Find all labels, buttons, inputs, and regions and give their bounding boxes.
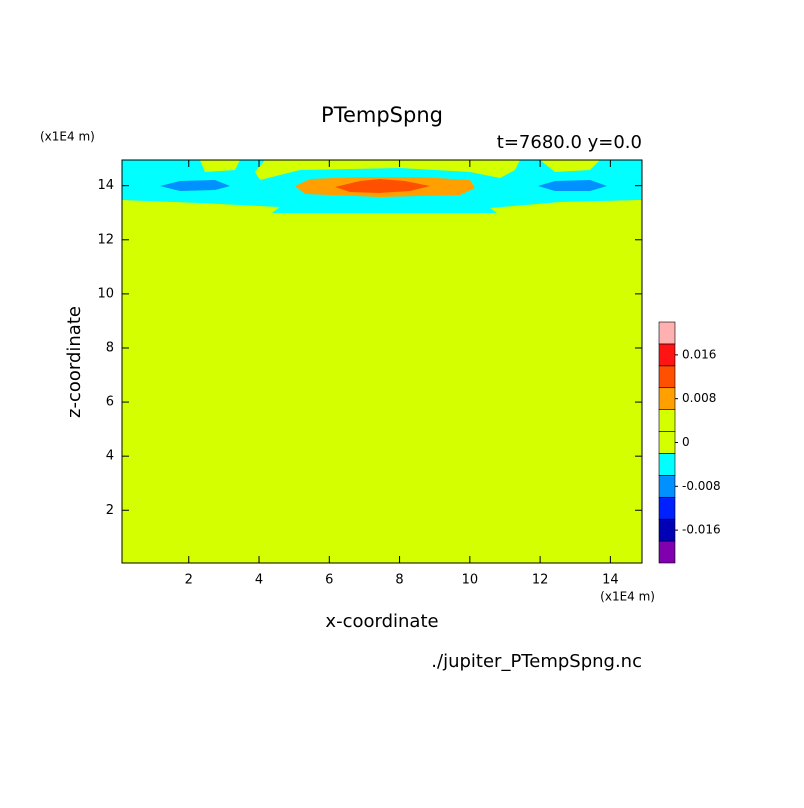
contour-background xyxy=(122,160,642,563)
y-tick-label: 14 xyxy=(97,178,114,193)
x-tick-label: 10 xyxy=(462,573,479,588)
y-axis-label: z-coordinate xyxy=(64,306,85,418)
y-tick-label: 4 xyxy=(106,449,114,464)
colorbar-box xyxy=(658,409,676,432)
x-tick-label: 12 xyxy=(532,573,549,588)
x-units: (x1E4 m) xyxy=(600,590,655,604)
contour-region xyxy=(540,160,600,172)
colorbar-label: -0.008 xyxy=(682,479,721,493)
plot-frame xyxy=(121,159,643,564)
colorbar-box xyxy=(658,343,676,367)
x-tick-label: 14 xyxy=(602,573,619,588)
colorbar-label: 0.016 xyxy=(682,347,716,361)
contour-region xyxy=(335,179,430,193)
contour-region xyxy=(538,180,607,191)
y-tick-label: 8 xyxy=(106,340,114,355)
y-tick-label: 10 xyxy=(97,286,114,301)
x-axis-label: x-coordinate xyxy=(325,611,438,632)
file-label: ./jupiter_PTempSpng.nc xyxy=(431,651,642,672)
x-tick-label: 2 xyxy=(185,573,193,588)
colorbar-box xyxy=(658,518,676,542)
colorbar-box xyxy=(658,540,676,564)
colorbar-label: 0.008 xyxy=(682,391,716,405)
x-tick-label: 4 xyxy=(255,573,263,588)
contour-region xyxy=(160,180,230,191)
colorbar-box xyxy=(658,365,676,389)
y-tick-label: 12 xyxy=(97,232,114,247)
contour-region xyxy=(255,160,520,180)
y-units: (x1E4 m) xyxy=(40,130,95,144)
contour-region xyxy=(200,160,240,172)
colorbar-label: 0 xyxy=(682,435,690,449)
x-tick-label: 6 xyxy=(325,573,333,588)
colorbar-box xyxy=(658,496,676,520)
x-tick-label: 8 xyxy=(395,573,403,588)
colorbar-box xyxy=(658,387,676,410)
colorbar-box xyxy=(658,453,676,476)
colorbar-box xyxy=(658,475,676,498)
colorbar-box xyxy=(658,431,676,454)
y-tick-label: 2 xyxy=(106,503,114,518)
y-tick-label: 6 xyxy=(106,395,114,410)
chart-subtitle: t=7680.0 y=0.0 xyxy=(497,132,642,153)
colorbar-box xyxy=(658,321,676,345)
colorbar-label: -0.016 xyxy=(682,523,721,537)
chart-title: PTempSpng xyxy=(321,103,443,127)
